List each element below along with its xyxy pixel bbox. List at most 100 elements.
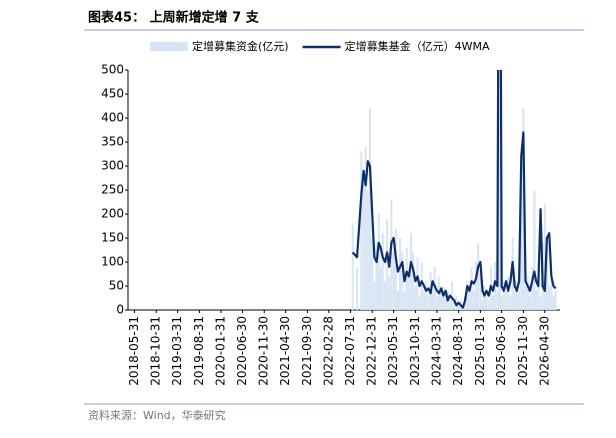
bar xyxy=(515,281,518,310)
bar xyxy=(479,271,482,310)
bar xyxy=(427,295,430,310)
bar xyxy=(507,276,510,310)
bar xyxy=(384,281,387,310)
bar xyxy=(386,218,389,310)
bar xyxy=(377,214,380,310)
bar xyxy=(500,295,503,310)
chart-title: 图表45： 上周新增定增 7 支 xyxy=(88,10,260,26)
bar xyxy=(466,281,469,310)
bar xyxy=(451,281,453,310)
x-tick-label: 2018-05-31 xyxy=(127,316,141,386)
bar xyxy=(513,290,516,310)
bar xyxy=(502,281,505,310)
bar xyxy=(431,290,434,310)
bar xyxy=(394,228,397,310)
y-tick-label: 400 xyxy=(101,111,124,125)
bar xyxy=(492,295,495,310)
y-tick-label: 0 xyxy=(116,303,124,317)
bar xyxy=(388,276,391,310)
bar xyxy=(425,281,428,310)
x-tick-label: 2019-08-31 xyxy=(192,316,206,386)
bar xyxy=(392,252,395,310)
bar xyxy=(396,290,399,310)
bar xyxy=(379,266,382,310)
x-tick-label: 2019-03-31 xyxy=(170,316,184,386)
bar xyxy=(401,252,404,310)
bar xyxy=(485,290,488,310)
y-tick-label: 200 xyxy=(101,207,124,221)
bar xyxy=(531,266,534,310)
y-tick-label: 150 xyxy=(101,231,124,245)
bar xyxy=(487,300,490,310)
bar xyxy=(477,242,480,310)
line xyxy=(351,70,557,309)
bar xyxy=(474,262,477,310)
bar xyxy=(366,190,369,310)
bar xyxy=(371,238,374,310)
bar xyxy=(461,307,464,310)
bar xyxy=(505,290,508,310)
bar xyxy=(548,286,551,310)
bar xyxy=(420,262,423,310)
bar xyxy=(356,266,359,310)
bar xyxy=(360,151,363,310)
bar xyxy=(543,204,546,310)
bar xyxy=(483,286,486,310)
bar xyxy=(545,247,548,310)
x-tick-label: 2025-01-31 xyxy=(473,316,487,386)
x-tick-label: 2020-01-31 xyxy=(214,316,228,386)
y-tick-label: 450 xyxy=(101,87,124,101)
bar xyxy=(497,108,500,310)
bar xyxy=(496,290,499,310)
bar xyxy=(442,286,445,310)
bar xyxy=(535,290,538,310)
x-tick-label: 2023-10-31 xyxy=(408,316,422,386)
bar xyxy=(468,286,471,310)
bar xyxy=(520,166,523,310)
bar xyxy=(457,305,460,310)
bar xyxy=(440,290,443,310)
bar xyxy=(528,295,531,310)
bar xyxy=(509,295,512,310)
bar xyxy=(364,146,367,310)
plot-area xyxy=(351,70,557,310)
y-tick-label: 500 xyxy=(101,63,124,77)
bar xyxy=(405,247,408,310)
bar xyxy=(373,281,376,310)
source: 资料来源：Wind，华泰研究 xyxy=(88,408,226,422)
bar xyxy=(351,223,354,310)
x-tick-label: 2022-02-28 xyxy=(321,316,335,386)
bar xyxy=(470,266,473,310)
bar xyxy=(407,276,410,310)
x-tick-label: 2018-10-31 xyxy=(149,316,163,386)
bar xyxy=(554,290,557,310)
bar xyxy=(409,233,412,310)
x-tick-label: 2020-11-30 xyxy=(257,316,271,386)
bar xyxy=(381,233,384,310)
bar xyxy=(518,290,521,310)
bar xyxy=(552,295,555,310)
x-tick-label: 2023-05-31 xyxy=(386,316,400,386)
x-tick-label: 2022-07-31 xyxy=(343,316,357,386)
legend-label: 定增募集资金(亿元) xyxy=(192,39,289,53)
bar xyxy=(524,286,527,310)
x-tick-label: 2026-04-30 xyxy=(537,316,551,386)
bar xyxy=(412,252,415,310)
bar xyxy=(423,290,426,310)
bar xyxy=(418,295,421,310)
x-tick-label: 2025-11-30 xyxy=(516,316,530,386)
bar xyxy=(499,127,502,310)
bar xyxy=(448,300,451,310)
x-tick-label: 2021-04-30 xyxy=(278,316,292,386)
x-tick-label: 2021-09-30 xyxy=(300,316,314,386)
y-tick-label: 250 xyxy=(101,183,124,197)
bar xyxy=(537,276,540,310)
bar xyxy=(550,281,553,310)
y-tick-label: 350 xyxy=(101,135,124,149)
x-tick-label: 2020-06-30 xyxy=(235,316,249,386)
y-tick-label: 100 xyxy=(101,255,124,269)
x-tick-label: 2024-03-31 xyxy=(429,316,443,386)
bar xyxy=(444,295,447,310)
bar xyxy=(481,300,484,310)
